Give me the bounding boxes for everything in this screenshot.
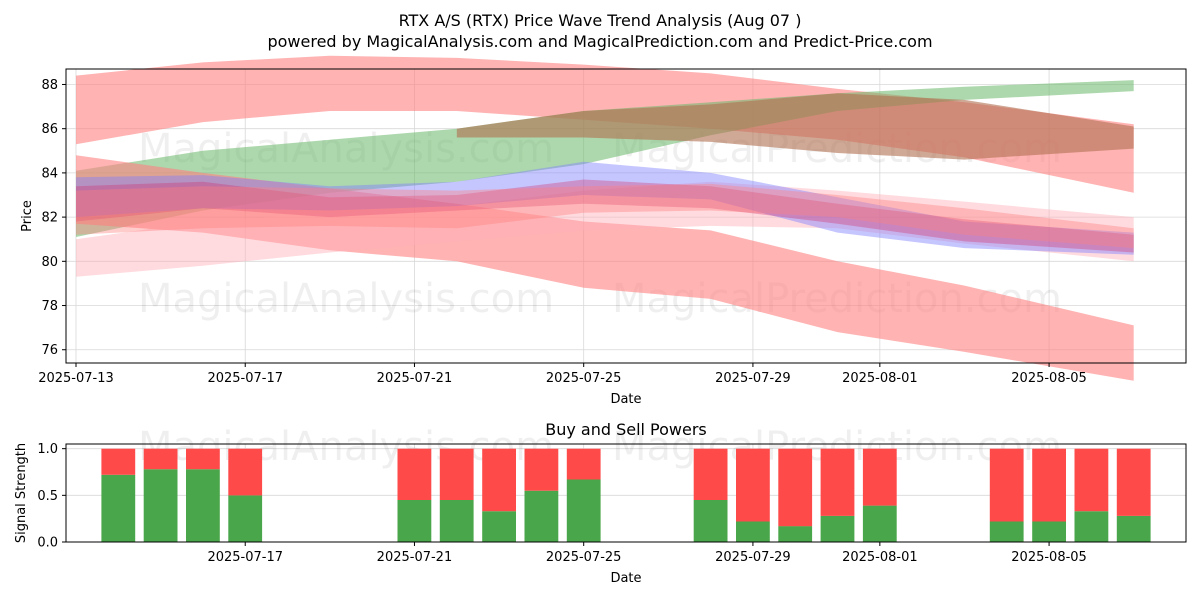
price-x-axis-label: Date	[610, 392, 641, 407]
price-x-ticks: 2025-07-13 2025-07-17 2025-07-21 2025-07-25…	[38, 363, 1087, 386]
sell-bar	[1116, 448, 1151, 516]
buy-bar	[736, 521, 770, 542]
price-y-tick-label: 84	[41, 166, 58, 181]
buy-bar	[566, 479, 601, 542]
buy-bar	[989, 521, 1024, 542]
price-band-4	[76, 181, 1134, 277]
price-x-tick-label: 2025-07-21	[377, 371, 453, 386]
sell-bar	[862, 448, 897, 506]
price-band-7	[76, 183, 1134, 249]
sell-bar	[989, 448, 1024, 522]
price-x-tick-label: 2025-08-05	[1011, 371, 1087, 386]
sell-bar	[228, 448, 263, 496]
buy-bar	[101, 474, 136, 542]
chart-title: RTX A/S (RTX) Price Wave Trend Analysis …	[399, 11, 802, 30]
price-bands	[76, 55, 1134, 381]
signal-bars	[101, 448, 1151, 542]
buy-bar	[1032, 521, 1066, 542]
sell-bar	[143, 448, 178, 470]
signal-y-tick-label: 1.0	[37, 442, 58, 457]
price-y-tick-label: 80	[41, 255, 58, 270]
signal-y-ticks: 0.0 0.5 1.0	[37, 442, 66, 551]
price-band-3	[76, 155, 1134, 381]
price-band-2	[456, 93, 1134, 160]
sell-bar	[397, 448, 432, 500]
buy-bar	[186, 469, 220, 542]
buy-bar	[228, 495, 263, 542]
sell-bar	[778, 448, 813, 527]
signal-x-tick-label: 2025-08-05	[1011, 550, 1087, 565]
buy-bar	[482, 511, 516, 542]
signal-x-tick-label: 2025-07-21	[377, 550, 453, 565]
sell-bar	[1074, 448, 1109, 512]
sell-bar	[820, 448, 855, 516]
signal-x-tick-label: 2025-07-29	[715, 550, 791, 565]
price-y-axis-label: Price	[20, 200, 35, 232]
price-y-tick-label: 78	[41, 299, 58, 314]
sell-bar	[693, 448, 728, 500]
signal-x-tick-label: 2025-08-01	[842, 550, 918, 565]
signal-y-tick-label: 0.0	[37, 536, 58, 551]
sell-bar	[1032, 448, 1066, 522]
buy-bar	[693, 500, 728, 542]
chart-subtitle: powered by MagicalAnalysis.com and Magic…	[267, 32, 932, 51]
price-y-tick-label: 86	[41, 122, 58, 137]
sell-bar	[482, 448, 516, 512]
price-band-0	[76, 55, 1134, 193]
signal-y-axis-label: Signal Strength	[14, 443, 29, 543]
buy-bar	[820, 515, 855, 542]
buy-bar	[143, 469, 178, 542]
signal-x-tick-label: 2025-07-17	[207, 550, 283, 565]
price-plot-frame	[65, 68, 1187, 364]
signal-x-ticks: 2025-07-17 2025-07-21 2025-07-25 2025-07-29…	[207, 542, 1087, 565]
sell-bar	[736, 448, 770, 522]
buy-bar	[439, 500, 474, 542]
sell-bar	[101, 448, 136, 475]
price-y-tick-label: 88	[41, 78, 58, 93]
signal-x-tick-label: 2025-07-25	[546, 550, 622, 565]
watermark-analysis: MagicalAnalysis.com	[138, 276, 554, 322]
signal-y-tick-label: 0.5	[37, 489, 58, 504]
price-x-tick-label: 2025-08-01	[842, 371, 918, 386]
price-band-1	[76, 80, 1134, 237]
price-y-tick-label: 82	[41, 211, 58, 226]
price-y-tick-label: 76	[41, 343, 58, 358]
signal-x-axis-label: Date	[610, 571, 641, 586]
price-x-tick-label: 2025-07-13	[38, 371, 114, 386]
sell-bar	[524, 448, 559, 491]
buy-bar	[862, 505, 897, 542]
price-band-5	[76, 161, 1134, 255]
price-y-ticks: 76 78 80 82 84 86 88	[41, 78, 66, 358]
price-panel: MagicalAnalysis.com MagicalPrediction.co…	[20, 55, 1187, 407]
buy-bar	[778, 526, 813, 542]
signal-plot-frame	[65, 443, 1187, 543]
sell-bar	[186, 448, 220, 470]
buy-bar	[524, 490, 559, 542]
buy-bar	[1116, 515, 1151, 542]
signal-chart-title: Buy and Sell Powers	[545, 420, 707, 439]
sell-bar	[439, 448, 474, 500]
price-x-tick-label: 2025-07-29	[715, 371, 791, 386]
price-x-tick-label: 2025-07-25	[546, 371, 622, 386]
sell-bar	[566, 448, 601, 480]
price-band-6	[76, 179, 1134, 253]
price-x-tick-label: 2025-07-17	[207, 371, 283, 386]
buy-bar	[397, 500, 432, 542]
signal-panel: Buy and Sell Powers MagicalAnalysis.com …	[14, 420, 1187, 586]
buy-bar	[1074, 511, 1109, 542]
